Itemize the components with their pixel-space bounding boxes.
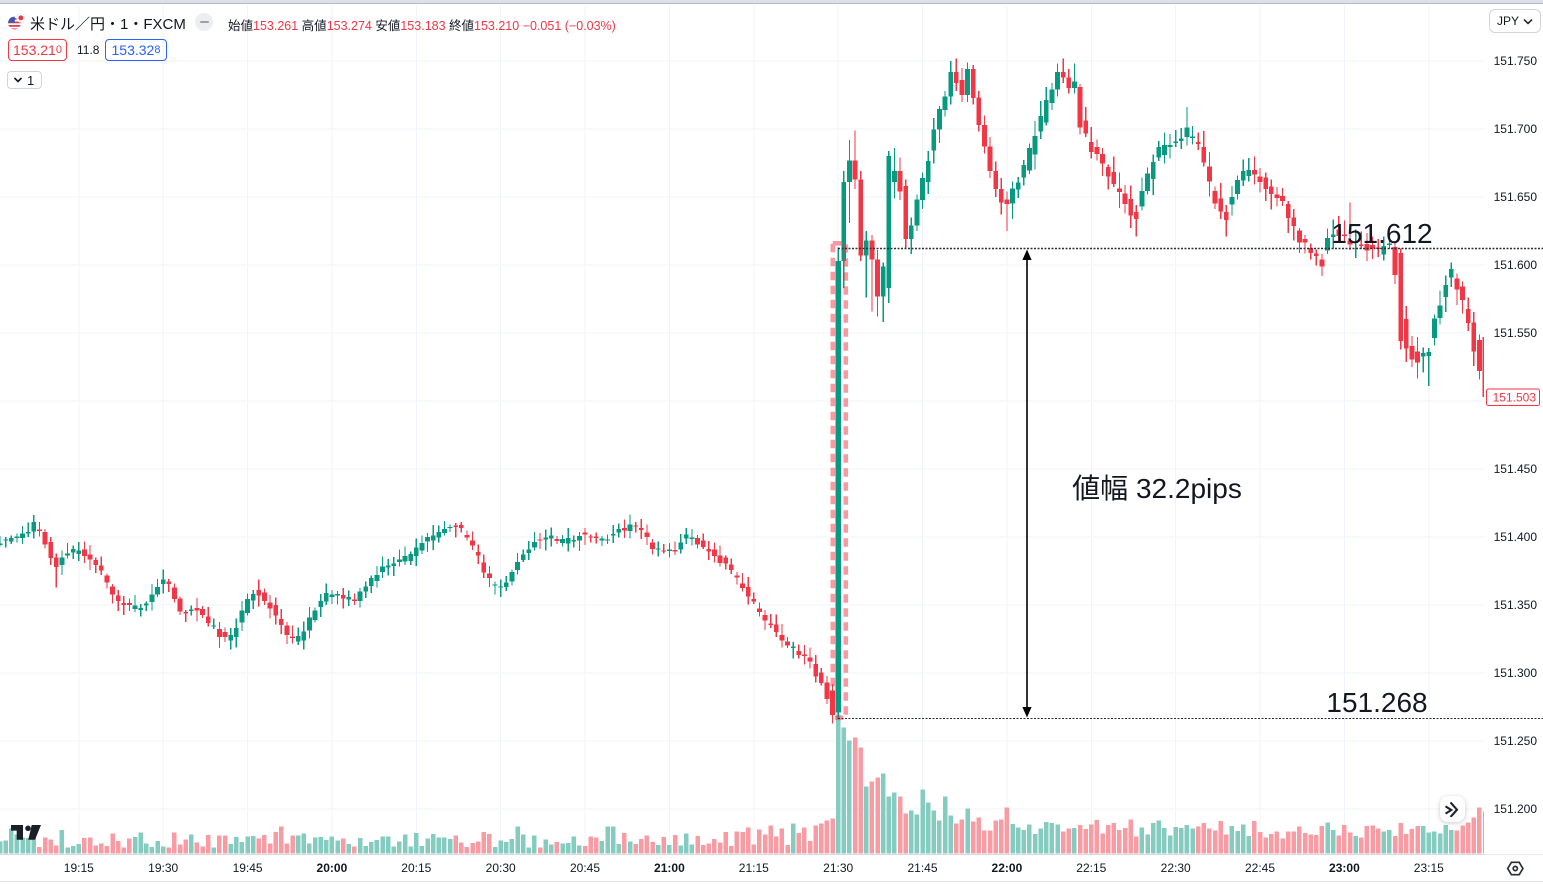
svg-text:19:45: 19:45 <box>233 861 263 875</box>
svg-text:151.200: 151.200 <box>1494 802 1538 816</box>
svg-text:23:15: 23:15 <box>1414 861 1444 875</box>
svg-text:21:00: 21:00 <box>654 861 685 875</box>
svg-text:21:15: 21:15 <box>739 861 769 875</box>
svg-text:151.300: 151.300 <box>1494 666 1538 680</box>
svg-text:151.700: 151.700 <box>1494 122 1538 136</box>
svg-text:22:30: 22:30 <box>1161 861 1191 875</box>
svg-text:151.550: 151.550 <box>1494 326 1538 340</box>
svg-text:151.250: 151.250 <box>1494 734 1538 748</box>
svg-text:151.750: 151.750 <box>1494 54 1538 68</box>
svg-text:151.268: 151.268 <box>1326 687 1427 718</box>
svg-text:21:30: 21:30 <box>823 861 853 875</box>
svg-text:20:30: 20:30 <box>486 861 516 875</box>
svg-text:151.400: 151.400 <box>1494 530 1538 544</box>
svg-text:値幅 32.2pips: 値幅 32.2pips <box>1072 473 1242 504</box>
svg-text:23:00: 23:00 <box>1329 861 1360 875</box>
svg-text:22:00: 22:00 <box>992 861 1023 875</box>
svg-text:151.612: 151.612 <box>1331 218 1432 249</box>
svg-text:20:45: 20:45 <box>570 861 600 875</box>
svg-text:22:15: 22:15 <box>1076 861 1106 875</box>
svg-text:20:00: 20:00 <box>317 861 348 875</box>
svg-text:151.650: 151.650 <box>1494 190 1538 204</box>
svg-text:151.600: 151.600 <box>1494 258 1538 272</box>
svg-text:151.503: 151.503 <box>1493 391 1537 405</box>
svg-text:19:15: 19:15 <box>64 861 94 875</box>
svg-text:20:15: 20:15 <box>401 861 431 875</box>
svg-text:22:45: 22:45 <box>1245 861 1275 875</box>
svg-text:151.350: 151.350 <box>1494 598 1538 612</box>
svg-text:151.450: 151.450 <box>1494 462 1538 476</box>
svg-text:21:45: 21:45 <box>907 861 937 875</box>
svg-text:19:30: 19:30 <box>148 861 178 875</box>
